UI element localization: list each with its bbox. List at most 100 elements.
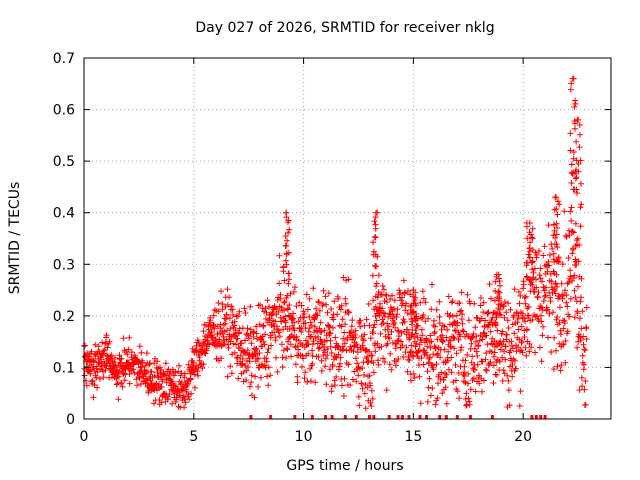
- data-point: [458, 307, 465, 314]
- data-point: [499, 377, 506, 384]
- data-point: [221, 328, 228, 335]
- data-point: [580, 333, 587, 340]
- data-point: [223, 311, 230, 318]
- data-point: [485, 309, 492, 316]
- data-point: [563, 233, 570, 240]
- data-point: [434, 350, 441, 357]
- data-point: [275, 309, 282, 315]
- data-point: [494, 327, 501, 334]
- data-point: [460, 328, 467, 335]
- data-point: [371, 321, 378, 328]
- data-point: [572, 243, 579, 249]
- data-point: [511, 286, 518, 293]
- data-point: [563, 299, 570, 306]
- data-point: [275, 329, 282, 336]
- data-point: [228, 303, 235, 310]
- data-point: [124, 351, 131, 358]
- data-point: [557, 304, 563, 311]
- data-point: [196, 357, 203, 364]
- data-point: [287, 290, 294, 297]
- data-point: [303, 291, 310, 298]
- data-point: [505, 300, 511, 307]
- data-point: [574, 283, 581, 290]
- data-point: [525, 312, 532, 319]
- data-point: [555, 254, 562, 261]
- data-point: [452, 362, 459, 368]
- data-point: [483, 350, 490, 357]
- data-point: [321, 344, 328, 350]
- data-point: [227, 363, 234, 370]
- data-point: [538, 318, 545, 325]
- data-point: [326, 323, 333, 330]
- data-point: [536, 272, 543, 279]
- data-point: [419, 332, 426, 339]
- data-point: [263, 355, 270, 362]
- data-point: [338, 323, 345, 330]
- data-point: [572, 100, 579, 107]
- data-point: [115, 373, 122, 380]
- data-point: [394, 327, 401, 334]
- data-point: [543, 284, 549, 291]
- data-point: [346, 309, 352, 316]
- data-point: [544, 268, 551, 275]
- data-point: [380, 310, 387, 316]
- data-point: [568, 204, 575, 211]
- data-point: [383, 387, 390, 394]
- data-point: [297, 340, 304, 347]
- data-point: [470, 375, 477, 382]
- data-point: [458, 289, 465, 296]
- data-point: [526, 348, 533, 355]
- data-point: [455, 336, 462, 343]
- data-point: [118, 379, 125, 386]
- data-point: [81, 372, 88, 379]
- data-point: [577, 337, 584, 344]
- data-point: [533, 284, 540, 291]
- data-point: [455, 370, 462, 376]
- data-point: [582, 378, 589, 385]
- data-point: [82, 342, 89, 349]
- data-point: [472, 324, 479, 331]
- data-point: [204, 337, 211, 344]
- data-point: [265, 382, 272, 389]
- data-point: [139, 359, 146, 366]
- data-point: [380, 286, 387, 293]
- data-point: [573, 138, 580, 145]
- y-tick-label: 0.4: [53, 206, 75, 222]
- data-point: [405, 287, 411, 294]
- data-point: [583, 325, 590, 332]
- data-point: [148, 368, 155, 375]
- data-point: [330, 316, 337, 323]
- data-point: [250, 329, 257, 336]
- data-point: [565, 255, 572, 261]
- data-point: [157, 364, 163, 371]
- data-point: [533, 251, 540, 258]
- data-point: [453, 377, 459, 384]
- data-point: [369, 272, 376, 279]
- data-point: [516, 402, 523, 409]
- data-point: [359, 365, 366, 372]
- data-point: [577, 131, 583, 138]
- y-tick-label: 0.2: [53, 309, 75, 325]
- data-point: [579, 308, 586, 315]
- data-point: [328, 383, 335, 390]
- data-point: [330, 324, 336, 331]
- data-point: [211, 306, 218, 313]
- data-point: [313, 311, 320, 318]
- data-point: [252, 373, 259, 380]
- data-point: [248, 379, 255, 386]
- data-point: [464, 291, 471, 298]
- data-point: [539, 278, 546, 285]
- data-point: [501, 348, 508, 355]
- data-point: [551, 258, 558, 265]
- data-point: [437, 354, 444, 361]
- data-point: [517, 388, 524, 395]
- data-point: [527, 276, 534, 283]
- data-point: [437, 376, 444, 383]
- data-point: [434, 336, 441, 343]
- data-point: [235, 312, 241, 319]
- data-point: [234, 354, 241, 361]
- data-point: [253, 330, 260, 337]
- data-point: [268, 342, 274, 349]
- data-point: [324, 309, 331, 316]
- data-point: [126, 334, 133, 341]
